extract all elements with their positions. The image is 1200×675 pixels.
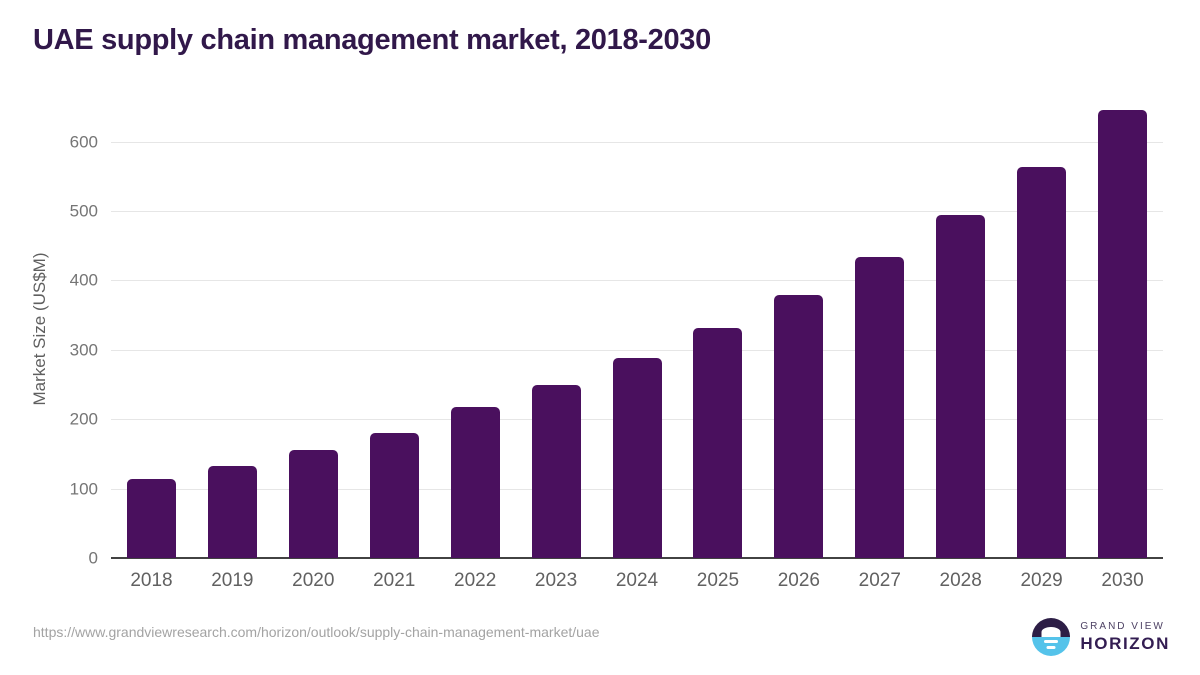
- chart-title: UAE supply chain management market, 2018…: [33, 24, 711, 56]
- brand-text: GRAND VIEW HORIZON: [1080, 621, 1170, 653]
- x-label-2023: 2023: [534, 570, 578, 591]
- x-label-2027: 2027: [858, 570, 901, 591]
- bar-2021: [369, 433, 419, 558]
- x-label-2022: 2022: [454, 570, 497, 591]
- bar-2027: [855, 256, 905, 558]
- bar-2023: [531, 384, 581, 558]
- bar-2020: [288, 450, 338, 558]
- x-label-2026: 2026: [777, 570, 820, 591]
- y-tick-200: 200: [69, 409, 98, 429]
- x-label-2028: 2028: [939, 570, 982, 591]
- plot-area: [111, 100, 1163, 559]
- gridline-300: [111, 349, 1163, 351]
- y-tick-600: 600: [69, 132, 98, 152]
- y-tick-0: 0: [88, 548, 98, 568]
- x-axis-labels: 2018 2019 2020 2021 2022 2023 2024 2025 2026 2027…: [111, 570, 1163, 594]
- brand-name-top: GRAND VIEW: [1080, 621, 1165, 632]
- horizon-sunset-icon: [1032, 618, 1071, 656]
- brand-name-bottom: HORIZON: [1080, 634, 1170, 653]
- bar-2018: [126, 478, 176, 558]
- bar-2025: [693, 328, 743, 558]
- bar-2024: [612, 358, 662, 558]
- bar-2030: [1098, 110, 1148, 558]
- bar-2022: [450, 407, 500, 558]
- brand-logo: GRAND VIEW HORIZON: [1032, 618, 1170, 656]
- source-url: https://www.grandviewresearch.com/horizo…: [33, 624, 600, 640]
- bar-2026: [774, 295, 824, 558]
- x-label-2018: 2018: [130, 570, 173, 591]
- x-axis-line: [111, 557, 1163, 559]
- y-axis-ticks: 0 100 200 300 400 500 600: [0, 100, 98, 566]
- y-tick-400: 400: [69, 270, 98, 290]
- x-label-2029: 2029: [1020, 570, 1063, 591]
- y-tick-300: 300: [69, 340, 98, 360]
- y-tick-100: 100: [69, 479, 98, 499]
- gridline-400: [111, 280, 1163, 282]
- x-label-2019: 2019: [211, 570, 254, 591]
- logo-sun-icon: [1041, 627, 1061, 637]
- logo-reflection-line-2: [1046, 646, 1056, 649]
- x-label-2020: 2020: [292, 570, 335, 591]
- x-label-2024: 2024: [615, 570, 659, 591]
- bar-2029: [1017, 166, 1067, 558]
- y-tick-500: 500: [69, 201, 98, 221]
- x-label-2030: 2030: [1101, 570, 1144, 591]
- gridline-600: [111, 141, 1163, 143]
- bar-2028: [936, 214, 986, 558]
- logo-reflection-line-1: [1044, 640, 1059, 643]
- x-label-2021: 2021: [373, 570, 416, 591]
- bar-2019: [207, 466, 257, 558]
- gridline-500: [111, 211, 1163, 213]
- x-label-2025: 2025: [696, 570, 740, 591]
